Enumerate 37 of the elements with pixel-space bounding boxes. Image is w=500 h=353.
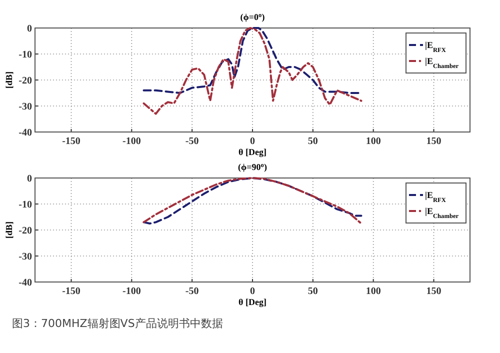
x-tick-label: -100: [122, 286, 141, 297]
x-tick-label: -150: [62, 136, 80, 147]
x-tick-label: -50: [185, 136, 199, 147]
line-series: [142, 27, 362, 115]
x-axis-title: θ [Deg]: [238, 297, 266, 307]
legend-label: |E$_{Chamber}$: [425, 206, 459, 220]
chart-title: (ϕ=0$^{o}$): [240, 12, 265, 22]
x-tick-label: 100: [366, 286, 381, 297]
caption: 图3：700MHZ辐射图VS产品说明书中数据: [12, 317, 223, 330]
chart-title: (ϕ=90$^{o}$): [238, 162, 267, 172]
y-tick-label: -30: [18, 252, 32, 262]
x-tick-label: 0: [250, 136, 255, 147]
x-tick-label: -100: [122, 136, 141, 147]
y-tick-label: -40: [18, 128, 32, 138]
y-tick-label: 0: [27, 174, 32, 184]
legend-label: |E$_{RFX}$: [425, 40, 446, 54]
legend-label: |E$_{RFX}$: [425, 190, 446, 204]
y-tick-label: -20: [18, 76, 32, 86]
y-tick-label: -40: [18, 278, 32, 288]
x-tick-label: 0: [250, 286, 255, 297]
x-tick-label: 100: [366, 136, 381, 147]
line-series: [142, 177, 362, 224]
x-tick-label: 150: [426, 286, 442, 297]
y-tick-label: -10: [18, 200, 32, 210]
x-tick-label: 50: [308, 136, 318, 147]
legend-label: |E$_{Chamber}$: [425, 56, 459, 70]
y-axis-title: [dB]: [4, 221, 14, 239]
y-tick-label: -10: [18, 50, 32, 60]
y-axis-title: [dB]: [4, 71, 14, 89]
x-tick-label: 150: [426, 136, 442, 147]
x-tick-label: 50: [308, 286, 318, 297]
x-tick-label: -150: [62, 286, 80, 297]
y-tick-label: 0: [27, 24, 32, 34]
y-tick-label: -20: [18, 226, 32, 236]
x-tick-label: -50: [185, 286, 199, 297]
x-axis-title: θ [Deg]: [238, 147, 266, 157]
y-tick-label: -30: [18, 102, 32, 112]
